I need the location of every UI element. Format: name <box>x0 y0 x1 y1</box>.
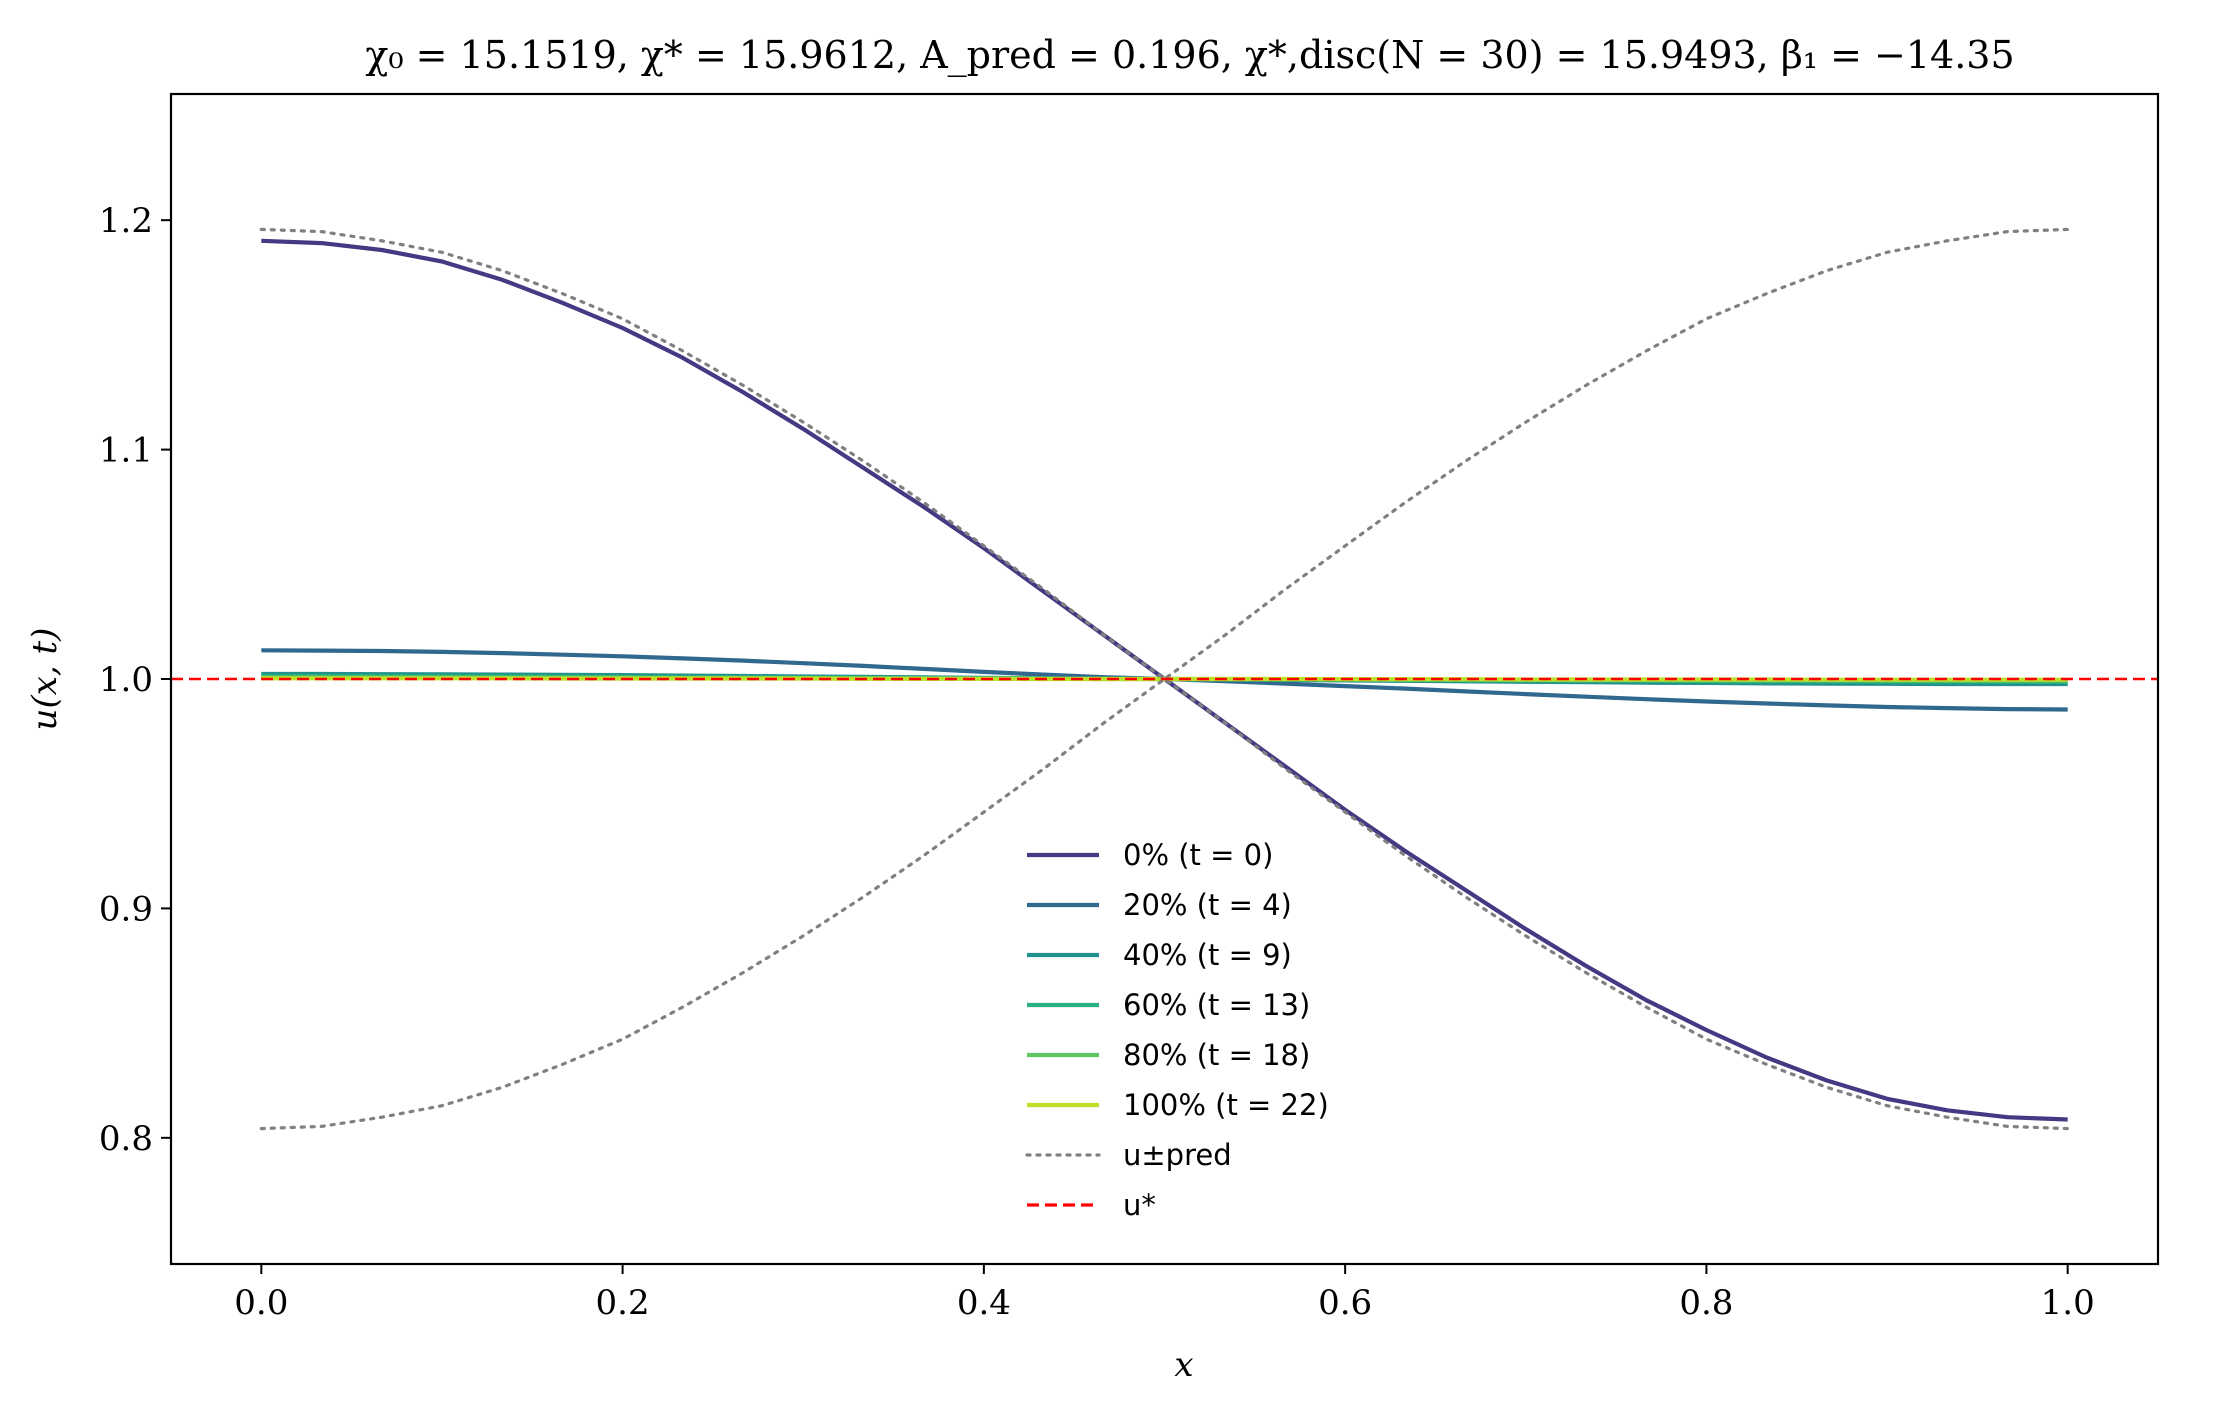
y-axis-ticks: 0.8 0.9 1.0 1.1 1.2 <box>99 201 171 1159</box>
y-tick-label: 1.0 <box>99 660 153 700</box>
series-line-6 <box>259 227 2070 1131</box>
x-axis-title: x <box>1174 1345 1193 1385</box>
legend-label: 40% (t = 9) <box>1123 938 1292 972</box>
x-tick-label: 0.8 <box>1679 1283 1733 1323</box>
x-axis-ticks: 0.0 0.2 0.4 0.6 0.8 1.0 <box>234 1264 2095 1323</box>
legend-label: 60% (t = 13) <box>1123 988 1310 1022</box>
x-tick-label: 0.6 <box>1318 1283 1372 1323</box>
legend-label: 20% (t = 4) <box>1123 888 1292 922</box>
legend-label: 0% (t = 0) <box>1123 838 1273 872</box>
legend-label: 80% (t = 18) <box>1123 1038 1310 1072</box>
y-tick-label: 1.2 <box>99 201 153 241</box>
plot-area <box>169 92 2160 1266</box>
chart-title: χ₀ = 15.1519, χ* = 15.9612, A_pred = 0.1… <box>365 33 2014 78</box>
series-line-7 <box>259 227 2070 1131</box>
y-tick-label: 0.9 <box>99 889 153 929</box>
legend: 0% (t = 0) 20% (t = 4) 40% (t = 9) 60% (t =… <box>1025 838 1329 1222</box>
x-tick-label: 0.2 <box>596 1283 650 1323</box>
legend-label: 100% (t = 22) <box>1123 1088 1329 1122</box>
legend-label: u* <box>1123 1188 1156 1222</box>
x-tick-label: 1.0 <box>2041 1283 2095 1323</box>
legend-label: u±pred <box>1123 1138 1232 1172</box>
y-axis-title: u(x, t) <box>25 628 65 731</box>
y-tick-label: 1.1 <box>99 431 153 471</box>
x-tick-label: 0.0 <box>234 1283 288 1323</box>
y-tick-label: 0.8 <box>99 1119 153 1159</box>
x-tick-label: 0.4 <box>957 1283 1011 1323</box>
